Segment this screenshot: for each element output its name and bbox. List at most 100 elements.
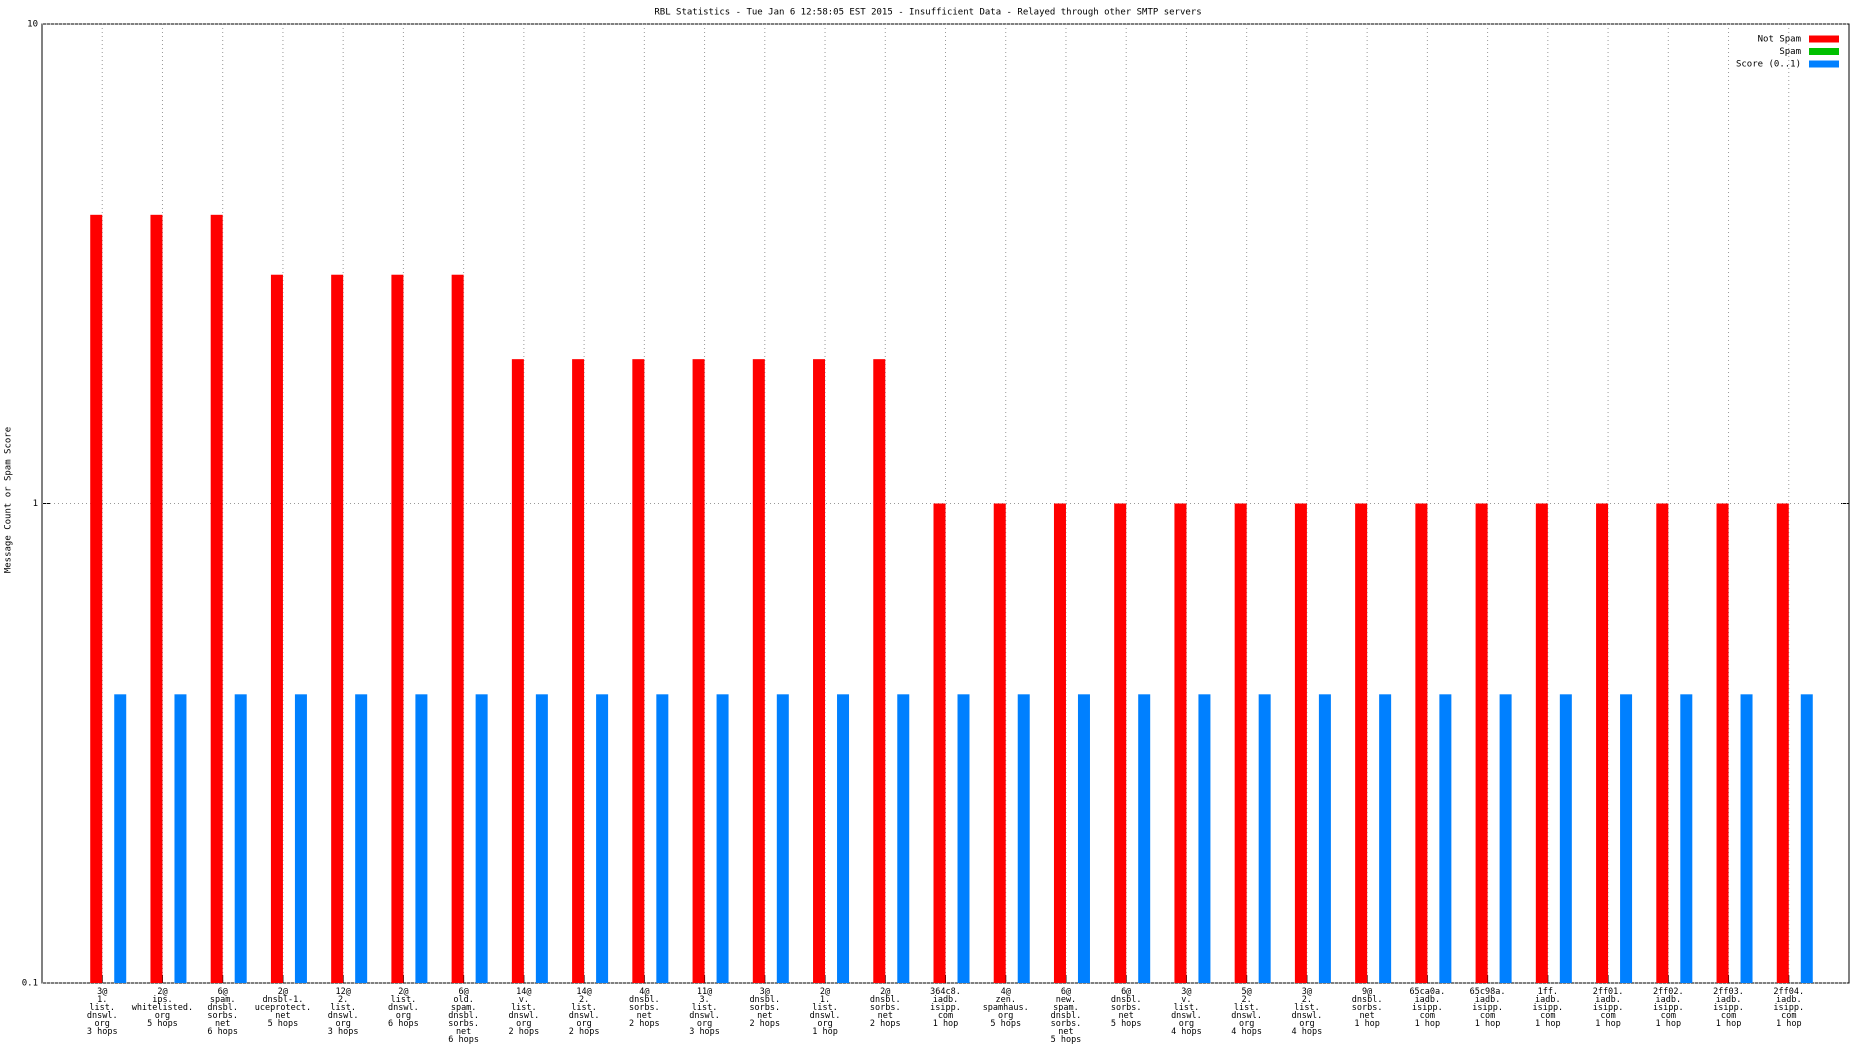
bar — [933, 503, 946, 983]
y-tick-label: 1 — [33, 499, 38, 509]
bar — [1017, 694, 1030, 983]
bar — [1318, 694, 1331, 983]
y-axis-label: Message Count or Spam Score — [4, 427, 14, 573]
bar — [1077, 694, 1090, 983]
bar — [391, 274, 404, 984]
bar — [1620, 694, 1633, 983]
bar — [813, 359, 826, 983]
bar — [174, 694, 187, 983]
bar — [632, 359, 645, 983]
bar — [270, 274, 283, 984]
x-tick-label: 4@ dnsbl. sorbs. net 2 hops — [628, 987, 660, 1029]
x-tick-label: 6@ new. spam. dnsbl. sorbs. net 5 hops — [1050, 987, 1082, 1044]
bar — [451, 274, 464, 984]
legend-label: Not Spam — [1758, 35, 1801, 45]
x-tick-label: 364c8. iadb. isipp. com 1 hop — [930, 987, 961, 1029]
bar — [1656, 503, 1669, 983]
bar — [957, 694, 970, 983]
x-tick-label: 14@ 2. list. dnswl. org 2 hops — [568, 987, 600, 1037]
bar — [1294, 503, 1307, 983]
x-tick-label: 9@ dnsbl. sorbs. net 1 hop — [1351, 987, 1383, 1029]
bar — [475, 694, 488, 983]
bar — [331, 274, 344, 984]
x-tick-label: 1ff. iadb. isipp. com 1 hop — [1532, 987, 1564, 1029]
bar — [776, 694, 789, 983]
bar — [1800, 694, 1813, 983]
legend-swatch — [1809, 48, 1839, 55]
bar — [1379, 694, 1392, 983]
bar — [1198, 694, 1211, 983]
x-tick-label: 6@ spam. dnsbl. sorbs. net 6 hops — [207, 987, 239, 1037]
legend-label: Spam — [1779, 47, 1801, 57]
bar — [837, 694, 850, 983]
legend-swatch — [1809, 60, 1839, 68]
bar — [114, 694, 127, 983]
x-tick-label: 2ff02. iadb. isipp. com 1 hop — [1652, 987, 1684, 1029]
x-tick-label: 3@ 1. list. dnswl. org 3 hops — [86, 987, 118, 1037]
x-tick-label: 6@ old. spam. dnsbl. sorbs. net 6 hops — [448, 987, 479, 1044]
x-tick-label: 14@ v. list. dnswl. org 2 hops — [508, 987, 540, 1037]
x-tick-label: 3@ dnsbl. sorbs. net 2 hops — [749, 987, 781, 1029]
bar — [1174, 503, 1187, 983]
bar — [1740, 694, 1753, 983]
bar — [752, 359, 765, 983]
x-tick-label: 5@ 2. list. dnswl. org 4 hops — [1231, 987, 1263, 1037]
bar — [1680, 694, 1693, 983]
bar — [150, 214, 163, 983]
bar — [596, 694, 609, 983]
bar — [1138, 694, 1151, 983]
bar — [873, 359, 886, 983]
chart-title: RBL Statistics - Tue Jan 6 12:58:05 EST … — [654, 8, 1201, 18]
y-tick-label: 10 — [27, 20, 38, 30]
bar — [1415, 503, 1428, 983]
bar — [716, 694, 729, 983]
x-tick-label: 6@ dnsbl. sorbs. net 5 hops — [1110, 987, 1142, 1029]
bar — [1355, 503, 1368, 983]
bar — [90, 214, 103, 983]
x-tick-label: 4@ zen. spamhaus. org 5 hops — [982, 987, 1029, 1029]
x-tick-label: 2@ dnsbl. sorbs. net 2 hops — [869, 987, 901, 1029]
legend-swatch — [1809, 35, 1839, 43]
x-tick-label: 2@ dnsbl-1. uceprotect. net 5 hops — [254, 987, 312, 1029]
bar — [897, 694, 910, 983]
bar — [993, 503, 1006, 983]
x-tick-label: 65c98a. iadb. isipp. com 1 hop — [1469, 987, 1506, 1029]
x-tick-label: 2ff04. iadb. isipp. com 1 hop — [1773, 987, 1805, 1029]
bar — [535, 694, 548, 983]
bar — [1053, 503, 1066, 983]
x-tick-label: 2ff01. iadb. isipp. com 1 hop — [1592, 987, 1624, 1029]
bar — [1499, 694, 1512, 983]
bar — [1258, 694, 1271, 983]
x-tick-label: 2@ 1. list. dnswl. org 1 hop — [809, 987, 841, 1037]
bar — [1234, 503, 1247, 983]
bar — [1114, 503, 1127, 983]
bar — [1716, 503, 1729, 983]
bar — [1535, 503, 1548, 983]
bar — [234, 694, 247, 983]
legend-label: Score (0..1) — [1736, 60, 1801, 70]
bar — [511, 359, 524, 983]
bar — [1475, 503, 1488, 983]
bar — [1559, 694, 1572, 983]
x-tick-label: 2ff03. iadb. isipp. com 1 hop — [1713, 987, 1744, 1029]
bar — [656, 694, 669, 983]
bar — [1776, 503, 1789, 983]
bar — [572, 359, 585, 983]
bar — [1596, 503, 1609, 983]
x-tick-label: 65ca0a. iadb. isipp. com 1 hop — [1409, 987, 1446, 1029]
bar — [415, 694, 428, 983]
x-tick-label: 11@ 3. list. dnswl. org 3 hops — [689, 987, 720, 1037]
bar — [294, 694, 307, 983]
bar — [1439, 694, 1452, 983]
bar — [355, 694, 368, 983]
x-tick-label: 2@ ips. whitelisted. org 5 hops — [131, 987, 194, 1029]
y-tick-label: 0.1 — [22, 979, 38, 989]
x-tick-label: 3@ 2. list. dnswl. org 4 hops — [1291, 987, 1323, 1037]
x-tick-label: 3@ v. list. dnswl. org 4 hops — [1171, 987, 1202, 1037]
bar — [210, 214, 223, 983]
x-tick-label: 2@ list. dnswl. org 6 hops — [388, 987, 419, 1029]
bar — [692, 359, 705, 983]
x-tick-label: 12@ 2. list. dnswl. org 3 hops — [327, 987, 359, 1037]
